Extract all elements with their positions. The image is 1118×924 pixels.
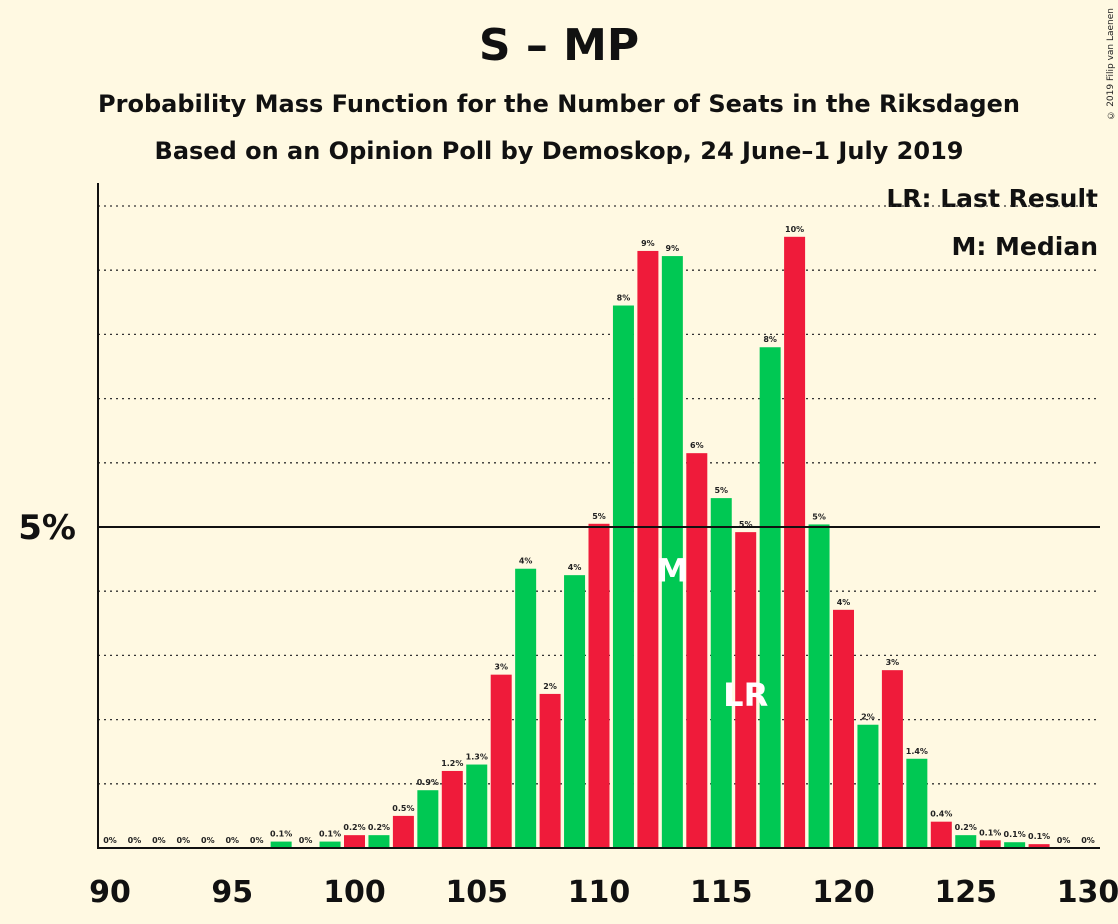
bar-seat-107 bbox=[515, 568, 537, 848]
data-label-seat-115: 5% bbox=[714, 486, 728, 495]
bar-seat-112 bbox=[637, 250, 659, 848]
data-label-seat-123: 1.4% bbox=[906, 747, 928, 756]
data-label-seat-104: 1.2% bbox=[441, 759, 463, 768]
x-tick-label-100: 100 bbox=[323, 875, 386, 910]
bar-seat-99 bbox=[319, 841, 341, 848]
chart-subtitle: Probability Mass Function for the Number… bbox=[98, 90, 1020, 118]
data-label-seat-99: 0.1% bbox=[319, 830, 341, 839]
bar-seat-121 bbox=[857, 724, 879, 848]
data-label-seat-92: 0% bbox=[152, 836, 166, 845]
bar-seat-128 bbox=[1028, 844, 1050, 848]
x-tick-label-115: 115 bbox=[690, 875, 753, 910]
x-tick-label-110: 110 bbox=[568, 875, 631, 910]
legend-last-result: LR: Last Result bbox=[886, 184, 1098, 213]
bar-seat-108 bbox=[539, 693, 561, 848]
data-label-seat-117: 8% bbox=[763, 335, 777, 344]
x-tick-label-130: 130 bbox=[1057, 875, 1118, 910]
legend-median: M: Median bbox=[951, 232, 1098, 261]
bar-seat-113 bbox=[661, 256, 683, 848]
bar-seat-117 bbox=[759, 347, 781, 848]
data-label-seat-130: 0% bbox=[1081, 836, 1095, 845]
data-label-seat-127: 0.1% bbox=[1004, 830, 1026, 839]
bar-seat-102 bbox=[392, 815, 414, 848]
x-tick-label-120: 120 bbox=[812, 875, 875, 910]
bar-seat-110 bbox=[588, 523, 610, 848]
data-label-seat-112: 9% bbox=[641, 239, 655, 248]
y-tick-label-5: 5% bbox=[18, 508, 76, 548]
data-label-seat-129: 0% bbox=[1057, 836, 1071, 845]
x-tick-label-90: 90 bbox=[89, 875, 131, 910]
data-label-seat-95: 0% bbox=[225, 836, 239, 845]
data-label-seat-128: 0.1% bbox=[1028, 832, 1050, 841]
bar-seat-106 bbox=[490, 674, 512, 848]
data-label-seat-111: 8% bbox=[617, 294, 631, 303]
x-tick-label-95: 95 bbox=[211, 875, 253, 910]
bar-seat-124 bbox=[930, 821, 952, 848]
bar-seat-116 bbox=[735, 532, 757, 848]
data-label-seat-101: 0.2% bbox=[368, 823, 390, 832]
bar-seat-101 bbox=[368, 835, 390, 848]
bar-seat-114 bbox=[686, 453, 708, 848]
data-label-seat-126: 0.1% bbox=[979, 828, 1001, 837]
data-label-seat-125: 0.2% bbox=[955, 823, 977, 832]
data-label-seat-94: 0% bbox=[201, 836, 215, 845]
x-tick-label-105: 105 bbox=[445, 875, 508, 910]
data-label-seat-107: 4% bbox=[519, 557, 533, 566]
data-label-seat-91: 0% bbox=[128, 836, 142, 845]
last-result-marker: LR bbox=[723, 676, 768, 714]
data-label-seat-93: 0% bbox=[177, 836, 191, 845]
data-label-seat-90: 0% bbox=[103, 836, 117, 845]
bar-seat-111 bbox=[612, 305, 634, 848]
data-label-seat-100: 0.2% bbox=[343, 823, 365, 832]
bar-seat-104 bbox=[441, 770, 463, 848]
bar-seat-97 bbox=[270, 841, 292, 848]
chart-source-line: Based on an Opinion Poll by Demoskop, 24… bbox=[154, 137, 964, 165]
data-label-seat-96: 0% bbox=[250, 836, 264, 845]
data-label-seat-119: 5% bbox=[812, 512, 826, 521]
data-label-seat-102: 0.5% bbox=[392, 804, 414, 813]
bar-seat-105 bbox=[466, 764, 488, 848]
data-label-seat-108: 2% bbox=[543, 682, 557, 691]
chart-title: S – MP bbox=[478, 20, 640, 71]
bar-seat-119 bbox=[808, 524, 830, 848]
bar-seat-120 bbox=[833, 609, 854, 848]
bar-seat-103 bbox=[417, 790, 439, 848]
data-label-seat-124: 0.4% bbox=[930, 810, 952, 819]
median-marker: M bbox=[656, 552, 688, 590]
data-label-seat-98: 0% bbox=[299, 836, 313, 845]
bar-seat-109 bbox=[564, 575, 586, 848]
data-label-seat-120: 4% bbox=[837, 598, 851, 607]
bar-seat-127 bbox=[1004, 842, 1026, 848]
data-label-seat-116: 5% bbox=[739, 520, 753, 529]
bar-seat-126 bbox=[979, 840, 1001, 848]
data-label-seat-114: 6% bbox=[690, 441, 704, 450]
data-label-seat-122: 3% bbox=[886, 658, 900, 667]
data-label-seat-121: 2% bbox=[861, 713, 875, 722]
data-label-seat-97: 0.1% bbox=[270, 830, 292, 839]
data-label-seat-110: 5% bbox=[592, 512, 606, 521]
bar-seat-125 bbox=[955, 835, 977, 848]
data-label-seat-105: 1.3% bbox=[466, 753, 488, 762]
bar-seat-100 bbox=[344, 835, 365, 848]
bar-seat-118 bbox=[784, 236, 806, 849]
bar-seat-122 bbox=[881, 670, 903, 848]
x-tick-label-125: 125 bbox=[934, 875, 997, 910]
data-label-seat-109: 4% bbox=[568, 563, 582, 572]
bar-seat-115 bbox=[710, 498, 732, 848]
data-label-seat-103: 0.9% bbox=[417, 778, 439, 787]
data-label-seat-113: 9% bbox=[666, 244, 680, 253]
data-label-seat-118: 10% bbox=[785, 225, 804, 234]
bar-seat-123 bbox=[906, 758, 928, 848]
data-label-seat-106: 3% bbox=[494, 663, 508, 672]
